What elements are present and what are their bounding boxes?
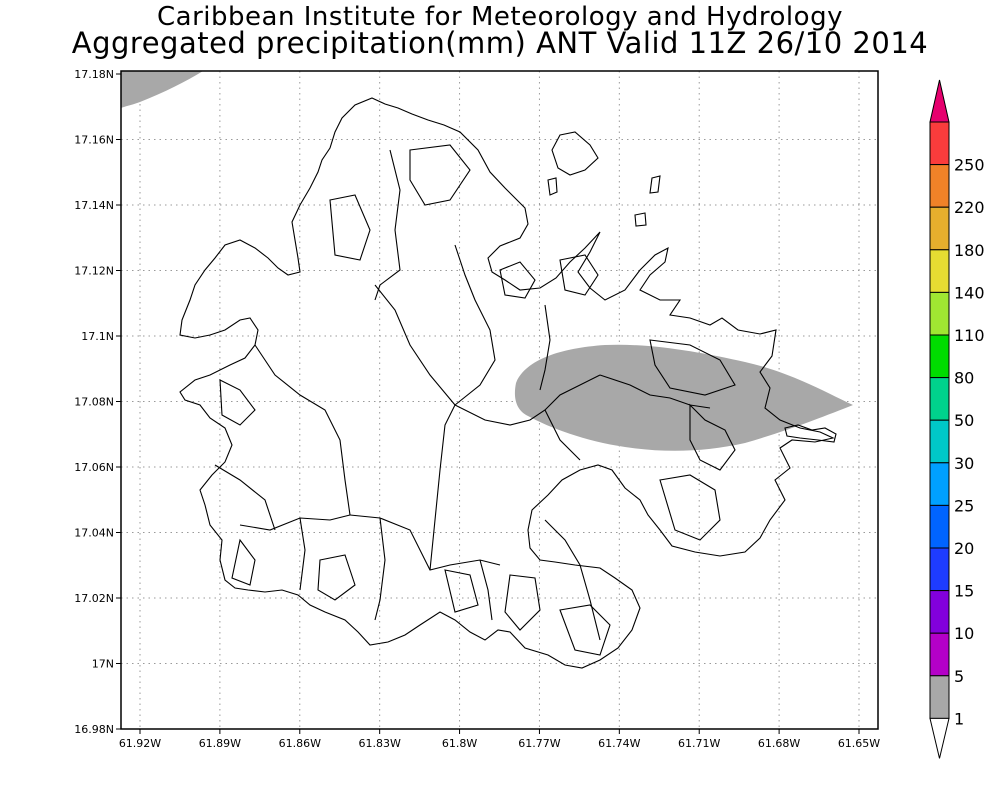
islet: [634, 212, 647, 227]
colorbar-label: 50: [954, 411, 974, 430]
boundary: [444, 569, 479, 613]
x-tick-label: 61.77W: [518, 737, 560, 750]
boundary: [409, 144, 471, 206]
x-tick-label: 61.71W: [678, 737, 720, 750]
colorbar-segment: [929, 249, 950, 293]
boundary: [239, 344, 351, 531]
colorbar-segment: [929, 79, 950, 123]
boundary: [374, 149, 401, 301]
colorbar-segment: [929, 632, 950, 677]
boundary: [329, 194, 371, 261]
boundary: [599, 374, 711, 409]
colorbar-label: 15: [954, 582, 974, 601]
y-tick-label: 17.12N: [74, 265, 114, 278]
colorbar-segment: [929, 462, 950, 506]
x-tick-label: 61.65W: [838, 737, 880, 750]
y-tick-label: 16.98N: [74, 723, 114, 736]
y-tick-label: 17.16N: [74, 134, 114, 147]
colorbar-segment: [929, 121, 950, 166]
y-tick-label: 17.02N: [74, 592, 114, 605]
boundary: [299, 517, 306, 591]
colorbar-label: 110: [954, 326, 985, 345]
boundary: [454, 374, 601, 426]
y-tick-label: 17.1N: [81, 330, 114, 343]
colorbar-segment: [929, 419, 950, 464]
boundary: [544, 409, 581, 461]
y-tick-label: 17.14N: [74, 199, 114, 212]
boundary: [559, 604, 611, 656]
colorbar-label: 250: [954, 156, 985, 175]
islet: [547, 177, 558, 196]
boundary: [544, 519, 601, 641]
boundary: [374, 517, 386, 621]
boundary: [219, 379, 256, 426]
rain-area-northwest: [121, 71, 203, 108]
y-tick-label: 17.18N: [74, 68, 114, 81]
y-tick-label: 17N: [92, 658, 114, 671]
colorbar-segment: [929, 377, 950, 421]
boundary: [559, 254, 599, 296]
latitude-axis: 17.18N 17.16N 17.14N 17.12N 17.1N 17.08N 17.06…: [74, 68, 121, 736]
colorbar-segment: [929, 206, 950, 251]
islet: [649, 175, 661, 194]
colorbar-segment: [929, 547, 950, 592]
y-tick-label: 17.08N: [74, 396, 114, 409]
colorbar-label: 30: [954, 454, 974, 473]
boundary: [479, 559, 493, 621]
coastline: [179, 97, 835, 669]
colorbar-segment: [929, 291, 950, 336]
colorbar-label: 20: [954, 539, 974, 558]
map-panel: 61.92W 61.89W 61.86W 61.83W 61.8W 61.77W 61.74…: [74, 68, 880, 750]
colorbar-segment: [929, 717, 950, 759]
y-tick-label: 17.06N: [74, 461, 114, 474]
boundary: [499, 261, 536, 299]
colorbar-label: 25: [954, 496, 974, 515]
x-tick-label: 61.86W: [279, 737, 321, 750]
title-line-2: Aggregated precipitation(mm) ANT Valid 1…: [71, 26, 929, 60]
islet: [551, 131, 599, 176]
colorbar-segment: [929, 164, 950, 208]
boundary: [504, 574, 541, 631]
colorbar-segment: [929, 590, 950, 634]
island-outline: [179, 97, 837, 669]
boundary: [659, 474, 721, 541]
colorbar-label: 140: [954, 283, 985, 302]
colorbar-label: 10: [954, 624, 974, 643]
title-line-1: Caribbean Institute for Meteorology and …: [157, 2, 843, 32]
longitude-axis: 61.92W 61.89W 61.86W 61.83W 61.8W 61.77W 61.74…: [119, 729, 880, 750]
boundary: [214, 464, 276, 531]
x-tick-label: 61.83W: [358, 737, 400, 750]
boundary: [539, 304, 551, 391]
x-tick-label: 61.68W: [758, 737, 800, 750]
map-frame: [120, 70, 879, 730]
boundary: [317, 554, 356, 601]
x-tick-label: 61.8W: [442, 737, 477, 750]
colorbar-segment: [929, 334, 950, 379]
rain-area-east: [514, 344, 853, 451]
colorbar-label: 1: [954, 709, 964, 728]
y-tick-label: 17.04N: [74, 527, 114, 540]
colorbar-segment: [929, 675, 950, 719]
boundary: [231, 538, 256, 586]
colorbar-label: 5: [954, 667, 964, 686]
colorbar-label: 80: [954, 369, 974, 388]
x-tick-label: 61.89W: [199, 737, 241, 750]
boundary: [689, 403, 736, 471]
boundary: [649, 339, 736, 396]
colorbar-label: 220: [954, 198, 985, 217]
colorbar-label: 180: [954, 241, 985, 260]
x-tick-label: 61.92W: [119, 737, 161, 750]
islet: [784, 424, 837, 443]
x-tick-label: 61.74W: [598, 737, 640, 750]
boundary: [454, 244, 496, 406]
colorbar-segment: [929, 504, 950, 549]
